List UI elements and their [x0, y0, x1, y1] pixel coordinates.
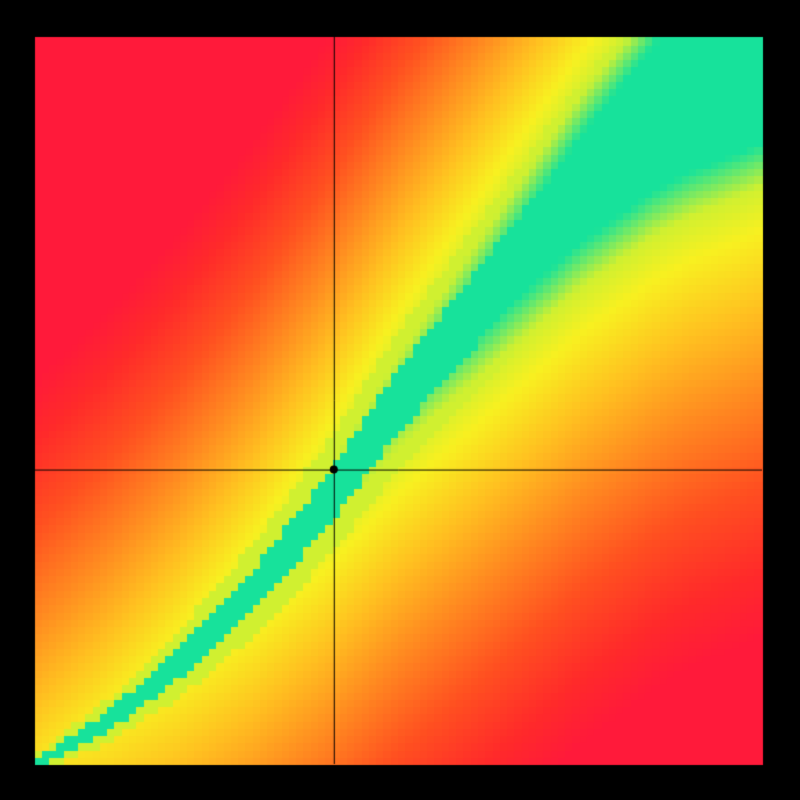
bottleneck-heatmap	[0, 0, 800, 800]
heatmap-canvas	[0, 0, 800, 800]
